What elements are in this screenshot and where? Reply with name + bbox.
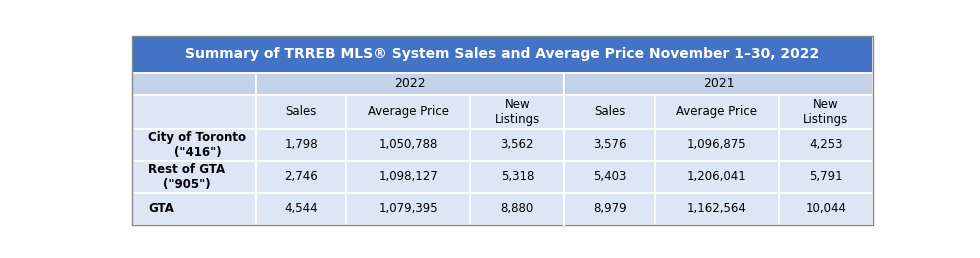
Text: 1,098,127: 1,098,127 xyxy=(378,170,438,183)
Bar xyxy=(655,161,779,193)
Bar xyxy=(346,161,470,193)
Bar xyxy=(131,36,873,73)
Text: 5,318: 5,318 xyxy=(501,170,534,183)
Bar xyxy=(779,193,873,225)
Bar xyxy=(564,128,655,161)
Text: 1,206,041: 1,206,041 xyxy=(687,170,747,183)
Bar xyxy=(470,193,564,225)
Text: 1,162,564: 1,162,564 xyxy=(687,202,747,215)
Bar xyxy=(779,161,873,193)
Text: City of Toronto
("416"): City of Toronto ("416") xyxy=(148,131,246,159)
Bar xyxy=(564,193,655,225)
Bar xyxy=(256,193,346,225)
Bar xyxy=(779,128,873,161)
Bar xyxy=(256,128,346,161)
Bar xyxy=(564,95,655,128)
Text: 5,791: 5,791 xyxy=(809,170,843,183)
Text: 8,880: 8,880 xyxy=(501,202,534,215)
Text: GTA: GTA xyxy=(148,202,174,215)
Bar xyxy=(131,73,256,95)
Text: Sales: Sales xyxy=(285,105,317,118)
Text: Summary of TRREB MLS® System Sales and Average Price November 1–30, 2022: Summary of TRREB MLS® System Sales and A… xyxy=(185,47,819,61)
Text: 4,544: 4,544 xyxy=(284,202,318,215)
Text: 10,044: 10,044 xyxy=(806,202,847,215)
Text: 5,403: 5,403 xyxy=(593,170,626,183)
Text: 1,050,788: 1,050,788 xyxy=(378,138,438,151)
Text: 2021: 2021 xyxy=(703,77,734,90)
Text: 1,079,395: 1,079,395 xyxy=(378,202,438,215)
Bar xyxy=(564,73,873,95)
Bar xyxy=(470,95,564,128)
Bar xyxy=(655,128,779,161)
Bar xyxy=(131,161,256,193)
Bar xyxy=(655,95,779,128)
Bar xyxy=(256,73,564,95)
Bar xyxy=(131,128,256,161)
Bar xyxy=(564,161,655,193)
Text: 3,576: 3,576 xyxy=(593,138,626,151)
Bar xyxy=(655,193,779,225)
Text: New
Listings: New Listings xyxy=(804,98,849,126)
Text: 1,096,875: 1,096,875 xyxy=(687,138,747,151)
Text: Average Price: Average Price xyxy=(368,105,449,118)
Text: 2022: 2022 xyxy=(394,77,426,90)
Bar xyxy=(470,161,564,193)
Text: Average Price: Average Price xyxy=(676,105,758,118)
Bar xyxy=(779,95,873,128)
Bar xyxy=(346,193,470,225)
Text: 1,798: 1,798 xyxy=(284,138,318,151)
Text: 8,979: 8,979 xyxy=(593,202,626,215)
Text: Sales: Sales xyxy=(594,105,625,118)
Text: Rest of GTA
("905"): Rest of GTA ("905") xyxy=(148,163,225,191)
Bar xyxy=(256,95,346,128)
Bar xyxy=(346,128,470,161)
Text: New
Listings: New Listings xyxy=(495,98,540,126)
Bar xyxy=(131,95,256,128)
Bar xyxy=(470,128,564,161)
Bar xyxy=(346,95,470,128)
Bar xyxy=(131,193,256,225)
Text: 4,253: 4,253 xyxy=(809,138,843,151)
Text: 3,562: 3,562 xyxy=(501,138,534,151)
Text: 2,746: 2,746 xyxy=(284,170,318,183)
Bar xyxy=(256,161,346,193)
